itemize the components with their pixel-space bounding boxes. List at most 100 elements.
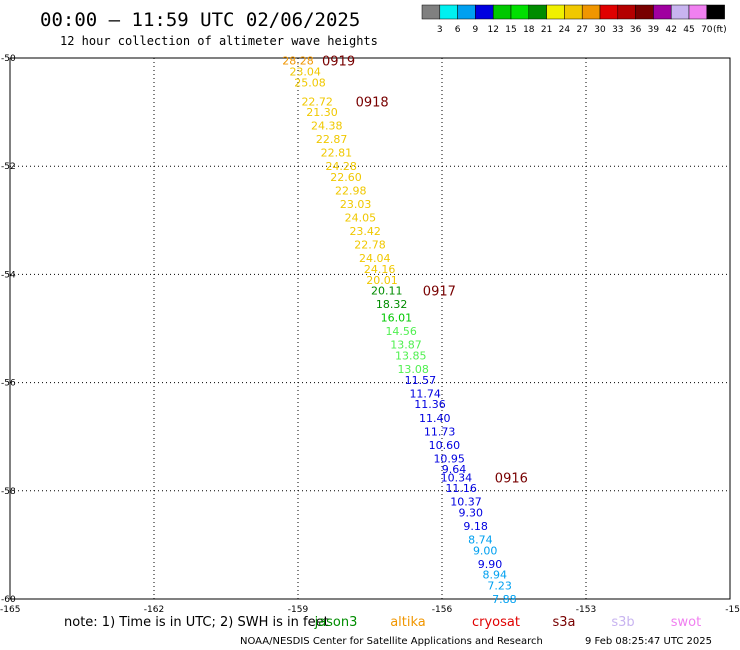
y-tick-label: -58 xyxy=(1,487,16,497)
legend-swatch xyxy=(706,4,725,20)
chart-title: 00:00 – 11:59 UTC 02/06/2025 xyxy=(40,9,360,31)
wave-height-value: 22.98 xyxy=(335,185,367,198)
legend-unit: (ft) xyxy=(713,25,727,35)
generation-timestamp: 9 Feb 08:25:47 UTC 2025 xyxy=(585,636,712,647)
legend-bin-label: 18 xyxy=(523,25,535,35)
wave-height-value: 22.78 xyxy=(354,239,386,252)
footer-note: note: 1) Time is in UTC; 2) SWH is in fe… xyxy=(64,615,329,630)
y-tick-label: -52 xyxy=(1,162,16,172)
legend-bin-label: 15 xyxy=(505,25,516,35)
pass-time-label: 0918 xyxy=(356,95,389,110)
wave-height-value: 24.05 xyxy=(345,212,377,225)
wave-height-value: 23.03 xyxy=(340,198,372,211)
credit-text: NOAA/NESDIS Center for Satellite Applica… xyxy=(240,636,543,647)
color-legend: 3 6 9 12 15 18 21 24 27 30 33 36 39 42 45 70 (ft) xyxy=(421,4,727,35)
x-tick-label: -165 xyxy=(0,605,20,615)
wave-height-value: 11.36 xyxy=(414,398,446,411)
y-tick-label: -60 xyxy=(1,595,16,605)
satellite-label: altika xyxy=(390,615,426,630)
x-tick-label: -156 xyxy=(432,605,453,615)
legend-swatch xyxy=(457,4,476,20)
wave-height-value: 13.85 xyxy=(395,350,427,363)
legend-bin-label: 27 xyxy=(576,25,587,35)
satellite-label: s3a xyxy=(552,615,575,630)
wave-height-value: 22.60 xyxy=(330,171,362,184)
legend-swatch xyxy=(670,4,690,20)
chart-subtitle: 12 hour collection of altimeter wave hei… xyxy=(60,34,378,48)
wave-height-value: 18.32 xyxy=(376,298,408,311)
legend-bin-label: 36 xyxy=(630,25,642,35)
pass-time-label: 0919 xyxy=(322,55,355,70)
wave-height-value: 22.87 xyxy=(316,133,348,146)
wave-height-value: 22.81 xyxy=(321,147,353,160)
axis-ticks: -165 -162 -159 -156 -153 -15 -50 -52 -54 -56 -58 -6… xyxy=(0,54,740,615)
legend-bin-label: 39 xyxy=(648,25,660,35)
satellite-label: jason3 xyxy=(314,615,358,630)
wave-height-value: 10.34 xyxy=(441,471,473,484)
wave-height-value: 9.00 xyxy=(473,544,498,557)
legend-swatch xyxy=(635,4,654,20)
wave-height-value: 9.64 xyxy=(442,463,467,476)
x-tick-label: -162 xyxy=(144,605,164,615)
wave-height-value: 7.88 xyxy=(492,593,517,606)
y-tick-label: -56 xyxy=(1,379,16,389)
legend-swatch xyxy=(617,4,636,20)
pass-time-label: 0917 xyxy=(423,285,456,300)
legend-swatch xyxy=(492,4,512,20)
legend-swatch xyxy=(653,4,672,20)
legend-swatch xyxy=(599,4,619,20)
y-tick-label: -54 xyxy=(1,270,16,280)
wave-height-value: 25.08 xyxy=(294,76,326,89)
legend-bin-label: 21 xyxy=(541,25,552,35)
legend-bin-label: 6 xyxy=(455,25,461,35)
wave-height-value: 24.16 xyxy=(364,263,396,276)
legend-bin-label: 33 xyxy=(612,25,623,35)
satellite-label: s3b xyxy=(611,615,634,630)
legend-bin-label: 3 xyxy=(437,25,443,35)
legend-bin-label: 70 xyxy=(701,25,713,35)
wave-height-value: 9.90 xyxy=(478,558,503,571)
legend-bin-label: 12 xyxy=(487,25,498,35)
plot-frame xyxy=(9,57,731,600)
legend-bin-label: 9 xyxy=(473,25,479,35)
x-tick-label: -159 xyxy=(288,605,309,615)
wave-height-value: 28.28 xyxy=(282,55,314,68)
legend-swatch xyxy=(439,4,458,20)
wave-height-value: 9.30 xyxy=(459,506,484,519)
x-tick-label: -15 xyxy=(725,605,740,615)
pass-time-labels: 0919 0918 0917 0916 xyxy=(322,55,528,487)
legend-bin-label: 24 xyxy=(559,25,571,35)
legend-bin-label: 45 xyxy=(683,25,694,35)
legend-swatch xyxy=(546,4,565,20)
wave-height-value: 13.87 xyxy=(390,339,422,352)
wave-height-value: 24.04 xyxy=(359,252,391,265)
pass-time-label: 0916 xyxy=(495,471,528,486)
legend-swatch xyxy=(564,4,583,20)
legend-swatch xyxy=(421,4,441,20)
wave-height-value: 9.18 xyxy=(463,520,488,533)
satellite-legend: jason3 altika cryosat s3a s3b swot xyxy=(314,615,702,630)
wave-height-value: 13.08 xyxy=(397,363,429,376)
satellite-label: cryosat xyxy=(472,615,520,630)
wave-height-value: 24.28 xyxy=(325,160,357,173)
legend-swatch xyxy=(475,4,494,20)
wave-height-value: 10.60 xyxy=(429,439,461,452)
wave-height-value: 10.95 xyxy=(433,452,465,465)
wave-height-value: 11.57 xyxy=(405,374,437,387)
wave-height-value: 11.73 xyxy=(424,425,456,438)
wave-height-value: 14.56 xyxy=(385,325,417,338)
legend-bin-label: 30 xyxy=(594,25,606,35)
wave-height-value: 22.72 xyxy=(301,95,333,108)
legend-bin-label: 42 xyxy=(665,25,676,35)
x-tick-label: -153 xyxy=(576,605,596,615)
wave-height-value: 11.40 xyxy=(419,412,451,425)
wave-height-value: 24.38 xyxy=(311,120,343,133)
wave-height-value: 8.74 xyxy=(468,533,493,546)
wave-height-value: 11.16 xyxy=(445,482,477,495)
satellite-label: swot xyxy=(671,615,701,630)
legend-swatch xyxy=(688,4,708,20)
legend-swatch xyxy=(528,4,547,20)
wave-height-value: 7.23 xyxy=(487,579,512,592)
wave-height-value: 23.04 xyxy=(289,66,321,79)
